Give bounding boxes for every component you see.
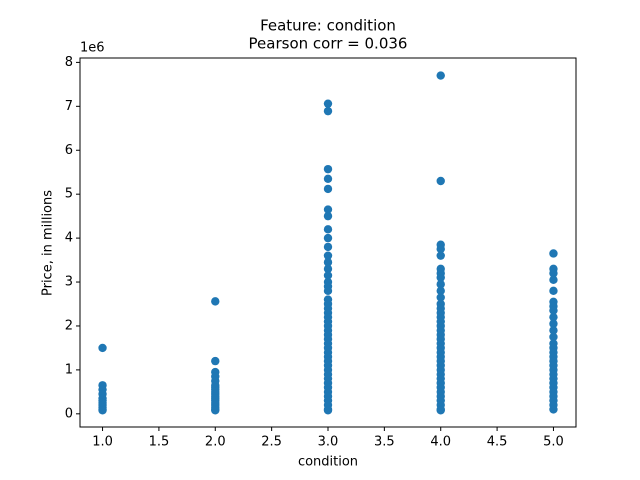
point bbox=[323, 233, 333, 243]
point bbox=[98, 406, 107, 415]
y-tick-label: 8 bbox=[65, 55, 73, 70]
point bbox=[436, 293, 445, 302]
point bbox=[549, 332, 558, 342]
point bbox=[323, 99, 333, 108]
point bbox=[549, 249, 558, 258]
point bbox=[323, 242, 333, 252]
x-tick-label: 1.0 bbox=[92, 435, 113, 450]
x-tick-label: 1.5 bbox=[149, 435, 170, 450]
x-tick-label: 4.0 bbox=[430, 435, 451, 450]
point bbox=[98, 343, 107, 353]
point bbox=[323, 174, 333, 184]
point bbox=[323, 251, 333, 260]
point bbox=[549, 269, 558, 278]
point bbox=[436, 244, 445, 254]
y-tick-label: 4 bbox=[65, 231, 73, 246]
point bbox=[211, 297, 220, 306]
point bbox=[323, 211, 333, 221]
point bbox=[211, 356, 220, 366]
y-tick-label: 2 bbox=[65, 318, 73, 333]
point bbox=[211, 406, 220, 415]
point bbox=[549, 312, 558, 322]
point bbox=[323, 205, 333, 214]
point bbox=[549, 326, 558, 335]
point bbox=[549, 319, 558, 328]
chart-subtitle: Pearson corr = 0.036 bbox=[249, 35, 408, 53]
point bbox=[549, 405, 558, 414]
point bbox=[323, 271, 333, 280]
x-axis-label: condition bbox=[298, 455, 358, 470]
y-offset-text: 1e6 bbox=[80, 41, 105, 56]
y-tick-label: 6 bbox=[65, 143, 73, 158]
point bbox=[323, 225, 333, 234]
y-tick-label: 5 bbox=[65, 187, 73, 202]
point bbox=[436, 251, 445, 260]
point bbox=[323, 184, 333, 194]
point bbox=[323, 258, 333, 267]
x-tick-label: 2.0 bbox=[205, 435, 226, 450]
x-tick-label: 2.5 bbox=[261, 435, 282, 450]
x-tick-label: 3.5 bbox=[374, 435, 395, 450]
y-axis-label: Price, in millions bbox=[41, 190, 56, 296]
y-tick-label: 3 bbox=[65, 275, 73, 290]
point bbox=[323, 164, 333, 174]
point bbox=[549, 306, 558, 315]
point bbox=[549, 275, 558, 285]
x-tick-label: 5.0 bbox=[543, 435, 564, 450]
point bbox=[323, 406, 333, 415]
point bbox=[436, 71, 445, 80]
point bbox=[436, 286, 445, 296]
point bbox=[436, 406, 445, 415]
x-tick-label: 4.5 bbox=[487, 435, 508, 450]
chart-title: Feature: condition bbox=[260, 17, 396, 35]
point bbox=[549, 286, 558, 296]
x-tick-label: 3.0 bbox=[318, 435, 339, 450]
y-tick-label: 7 bbox=[65, 99, 73, 114]
point bbox=[323, 264, 333, 274]
y-tick-label: 1 bbox=[65, 362, 73, 377]
point bbox=[323, 106, 333, 116]
point bbox=[436, 176, 445, 186]
point bbox=[436, 280, 445, 289]
y-tick-label: 0 bbox=[65, 406, 73, 421]
point bbox=[436, 273, 445, 282]
point bbox=[323, 286, 333, 296]
